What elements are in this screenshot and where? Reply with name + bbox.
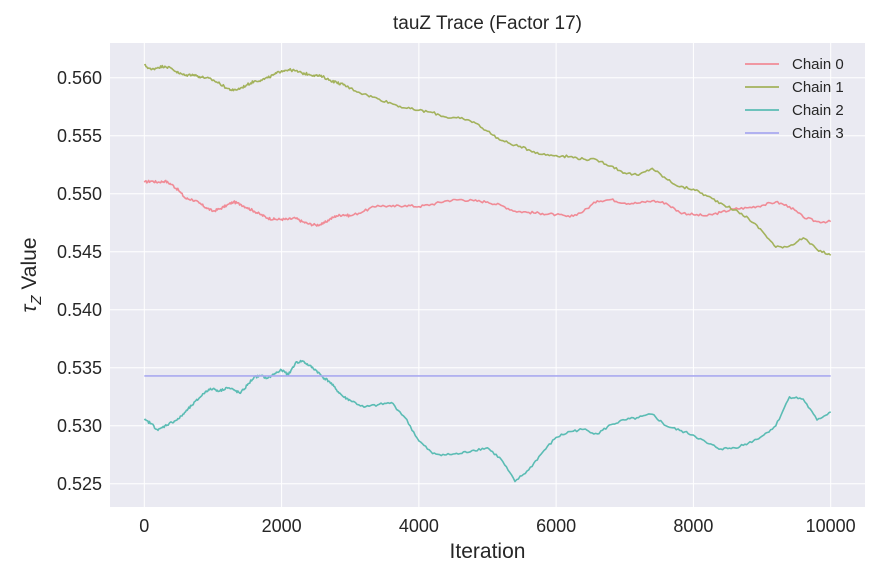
y-axis-label-symbol: τ [18,304,41,313]
grid-lines [110,43,865,507]
legend-label: Chain 3 [792,125,844,142]
legend: Chain 0 Chain 1 Chain 2 Chain 3 [745,56,844,142]
y-axis-label-subscript: Z [28,295,45,306]
legend-label: Chain 1 [792,79,844,96]
x-tick-label: 8000 [673,516,713,536]
chart-title: tauZ Trace (Factor 17) [393,13,582,34]
series-line-chain-2 [143,359,832,483]
x-tick-label: 10000 [806,516,856,536]
x-tick-label: 6000 [536,516,576,536]
y-axis-label: τZ Value [18,237,45,312]
y-tick-label: 0.525 [57,474,102,494]
legend-label: Chain 0 [792,56,844,73]
series-line-chain-1 [143,63,832,256]
y-tick-label: 0.545 [57,242,102,262]
y-tick-label: 0.560 [57,68,102,88]
series-line-chain-0 [143,179,832,227]
y-tick-label: 0.540 [57,300,102,320]
y-axis-label-text: Value [18,237,41,295]
tick-labels: 0 2000 4000 6000 8000 10000 0.525 0.530 0.535 0.5… [57,68,856,536]
y-tick-label: 0.535 [57,358,102,378]
x-tick-label: 0 [139,516,149,536]
x-tick-label: 4000 [399,516,439,536]
x-axis-label: Iteration [450,540,526,563]
y-tick-label: 0.550 [57,184,102,204]
x-tick-label: 2000 [262,516,302,536]
series-lines [143,63,832,483]
y-tick-label: 0.530 [57,416,102,436]
y-tick-label: 0.555 [57,126,102,146]
plot-background [110,43,865,507]
legend-label: Chain 2 [792,102,844,119]
